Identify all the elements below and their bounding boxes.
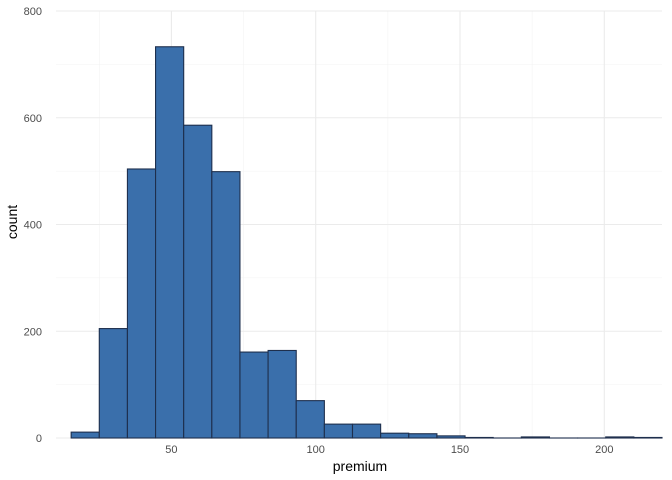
x-tick-label: 200 [595,444,613,456]
histogram-bar [211,171,241,439]
histogram-bar [520,436,551,439]
histogram-bar [408,433,438,439]
y-tick-label: 400 [24,220,42,232]
x-tick-label: 100 [307,444,325,456]
y-axis-title: count [4,205,20,239]
x-tick-label: 50 [165,444,177,456]
histogram-bar [464,436,494,439]
histogram-bar [295,400,325,439]
histogram-bar [323,423,354,439]
histogram-bar [436,435,466,439]
y-tick-label: 800 [24,6,42,18]
histogram-bar [267,349,297,439]
histogram-bars [70,46,663,439]
histogram-bar [126,168,157,439]
histogram-bar [70,431,100,439]
x-tick-label: 150 [451,444,469,456]
histogram-bar [351,423,382,439]
histogram-bar [98,328,128,439]
histogram-bar [183,124,213,439]
histogram-bar [239,351,269,439]
x-axis-tick-labels: 50 100 150 200 [165,444,613,456]
y-axis-tick-labels: 0 200 400 600 800 [24,6,42,445]
y-tick-label: 200 [24,326,42,338]
y-tick-label: 0 [36,433,42,445]
histogram-bar [155,46,185,439]
y-tick-label: 600 [24,113,42,125]
histogram-bar [605,436,635,439]
x-axis-title: premium [333,458,387,474]
histogram-bar [633,436,663,439]
histogram-bar [380,432,410,439]
